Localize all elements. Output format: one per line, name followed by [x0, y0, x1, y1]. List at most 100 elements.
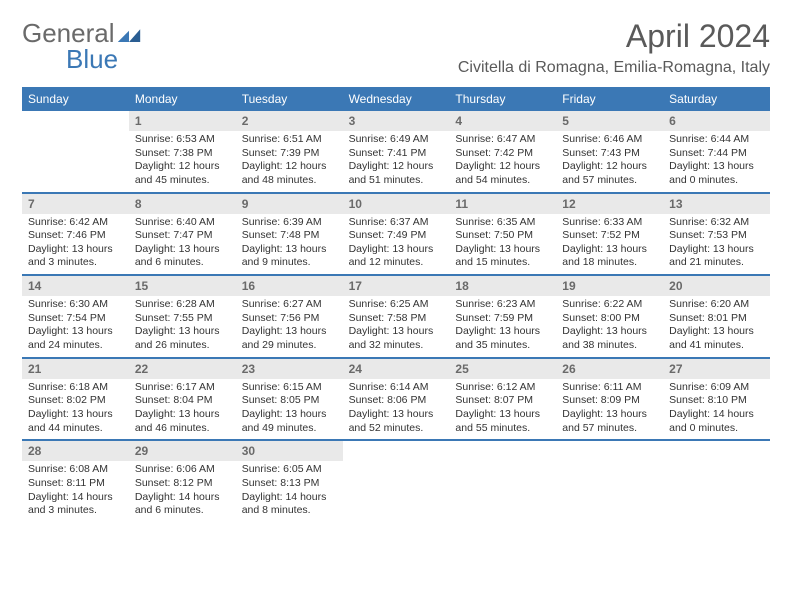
calendar-cell: [663, 441, 770, 522]
detail-daylight1: Daylight: 13 hours: [562, 325, 657, 339]
detail-sunset: Sunset: 8:11 PM: [28, 477, 123, 491]
calendar-cell: 2Sunrise: 6:51 AMSunset: 7:39 PMDaylight…: [236, 111, 343, 192]
day-number: 15: [129, 276, 236, 296]
detail-daylight2: and 6 minutes.: [135, 256, 230, 270]
calendar-cell: 1Sunrise: 6:53 AMSunset: 7:38 PMDaylight…: [129, 111, 236, 192]
detail-daylight1: Daylight: 13 hours: [669, 325, 764, 339]
detail-daylight2: and 45 minutes.: [135, 174, 230, 188]
day-header-thursday: Thursday: [449, 87, 556, 111]
detail-sunset: Sunset: 8:00 PM: [562, 312, 657, 326]
day-details: Sunrise: 6:27 AMSunset: 7:56 PMDaylight:…: [236, 296, 343, 357]
calendar-cell: 7Sunrise: 6:42 AMSunset: 7:46 PMDaylight…: [22, 194, 129, 275]
detail-daylight1: Daylight: 13 hours: [562, 243, 657, 257]
day-number: 10: [343, 194, 450, 214]
day-number: 26: [556, 359, 663, 379]
day-header-wednesday: Wednesday: [343, 87, 450, 111]
day-number: 14: [22, 276, 129, 296]
detail-daylight2: and 48 minutes.: [242, 174, 337, 188]
detail-sunrise: Sunrise: 6:39 AM: [242, 216, 337, 230]
detail-sunset: Sunset: 7:59 PM: [455, 312, 550, 326]
day-details: Sunrise: 6:20 AMSunset: 8:01 PMDaylight:…: [663, 296, 770, 357]
day-number: 23: [236, 359, 343, 379]
detail-daylight1: Daylight: 12 hours: [455, 160, 550, 174]
detail-sunrise: Sunrise: 6:08 AM: [28, 463, 123, 477]
day-details: Sunrise: 6:25 AMSunset: 7:58 PMDaylight:…: [343, 296, 450, 357]
detail-daylight1: Daylight: 13 hours: [242, 325, 337, 339]
day-details: Sunrise: 6:09 AMSunset: 8:10 PMDaylight:…: [663, 379, 770, 440]
calendar-cell: 29Sunrise: 6:06 AMSunset: 8:12 PMDayligh…: [129, 441, 236, 522]
day-details: Sunrise: 6:37 AMSunset: 7:49 PMDaylight:…: [343, 214, 450, 275]
detail-daylight1: Daylight: 13 hours: [135, 243, 230, 257]
detail-daylight1: Daylight: 13 hours: [669, 160, 764, 174]
calendar-cell: 28Sunrise: 6:08 AMSunset: 8:11 PMDayligh…: [22, 441, 129, 522]
day-details: Sunrise: 6:08 AMSunset: 8:11 PMDaylight:…: [22, 461, 129, 522]
calendar-cell: 19Sunrise: 6:22 AMSunset: 8:00 PMDayligh…: [556, 276, 663, 357]
detail-sunrise: Sunrise: 6:23 AM: [455, 298, 550, 312]
day-number: 30: [236, 441, 343, 461]
detail-daylight1: Daylight: 13 hours: [562, 408, 657, 422]
day-header-sunday: Sunday: [22, 87, 129, 111]
day-number: 5: [556, 111, 663, 131]
detail-sunset: Sunset: 8:06 PM: [349, 394, 444, 408]
detail-daylight1: Daylight: 13 hours: [135, 408, 230, 422]
detail-daylight1: Daylight: 13 hours: [455, 325, 550, 339]
calendar-cell: 18 Sunrise: 6:23 AMSunset: 7:59 PMDayligh…: [449, 276, 556, 357]
day-number: 27: [663, 359, 770, 379]
calendar-cell: 4Sunrise: 6:47 AMSunset: 7:42 PMDaylight…: [449, 111, 556, 192]
month-title: April 2024: [458, 18, 770, 55]
detail-sunrise: Sunrise: 6:35 AM: [455, 216, 550, 230]
detail-daylight2: and 26 minutes.: [135, 339, 230, 353]
detail-sunrise: Sunrise: 6:17 AM: [135, 381, 230, 395]
detail-daylight2: and 49 minutes.: [242, 422, 337, 436]
detail-sunset: Sunset: 7:47 PM: [135, 229, 230, 243]
day-number: 11: [449, 194, 556, 214]
detail-sunset: Sunset: 8:01 PM: [669, 312, 764, 326]
detail-sunset: Sunset: 7:46 PM: [28, 229, 123, 243]
detail-daylight2: and 6 minutes.: [135, 504, 230, 518]
calendar-cell: 27Sunrise: 6:09 AMSunset: 8:10 PMDayligh…: [663, 359, 770, 440]
calendar-cell: 20Sunrise: 6:20 AMSunset: 8:01 PMDayligh…: [663, 276, 770, 357]
day-number: 22: [129, 359, 236, 379]
day-details: Sunrise: 6:14 AMSunset: 8:06 PMDaylight:…: [343, 379, 450, 440]
detail-sunset: Sunset: 7:58 PM: [349, 312, 444, 326]
detail-daylight2: and 57 minutes.: [562, 174, 657, 188]
detail-daylight2: and 3 minutes.: [28, 504, 123, 518]
detail-sunset: Sunset: 7:43 PM: [562, 147, 657, 161]
detail-sunrise: Sunrise: 6:30 AM: [28, 298, 123, 312]
detail-daylight2: and 38 minutes.: [562, 339, 657, 353]
detail-sunrise: Sunrise: 6:14 AM: [349, 381, 444, 395]
day-details: Sunrise: 6:40 AMSunset: 7:47 PMDaylight:…: [129, 214, 236, 275]
detail-daylight1: Daylight: 14 hours: [28, 491, 123, 505]
detail-sunrise: Sunrise: 6:46 AM: [562, 133, 657, 147]
detail-daylight1: Daylight: 13 hours: [28, 325, 123, 339]
calendar-cell: 11Sunrise: 6:35 AMSunset: 7:50 PMDayligh…: [449, 194, 556, 275]
day-details: Sunrise: 6:18 AMSunset: 8:02 PMDaylight:…: [22, 379, 129, 440]
day-number: 8: [129, 194, 236, 214]
detail-sunrise: Sunrise: 6:42 AM: [28, 216, 123, 230]
detail-daylight2: and 44 minutes.: [28, 422, 123, 436]
detail-daylight1: Daylight: 12 hours: [135, 160, 230, 174]
calendar-cell: 23Sunrise: 6:15 AMSunset: 8:05 PMDayligh…: [236, 359, 343, 440]
calendar: Sunday Monday Tuesday Wednesday Thursday…: [22, 87, 770, 522]
calendar-cell: 17Sunrise: 6:25 AMSunset: 7:58 PMDayligh…: [343, 276, 450, 357]
calendar-cell: 21Sunrise: 6:18 AMSunset: 8:02 PMDayligh…: [22, 359, 129, 440]
day-number: 18: [449, 276, 556, 296]
detail-sunrise: Sunrise: 6:40 AM: [135, 216, 230, 230]
day-number: 19: [556, 276, 663, 296]
day-number: [343, 441, 450, 461]
day-details: Sunrise: 6:42 AMSunset: 7:46 PMDaylight:…: [22, 214, 129, 275]
detail-daylight1: Daylight: 13 hours: [242, 243, 337, 257]
detail-sunrise: Sunrise: 6:20 AM: [669, 298, 764, 312]
detail-sunrise: Sunrise: 6:53 AM: [135, 133, 230, 147]
week-row: 1Sunrise: 6:53 AMSunset: 7:38 PMDaylight…: [22, 111, 770, 194]
detail-daylight2: and 51 minutes.: [349, 174, 444, 188]
day-number: [22, 111, 129, 131]
calendar-cell: 9Sunrise: 6:39 AMSunset: 7:48 PMDaylight…: [236, 194, 343, 275]
calendar-cell: 24Sunrise: 6:14 AMSunset: 8:06 PMDayligh…: [343, 359, 450, 440]
day-number: 4: [449, 111, 556, 131]
day-number: 29: [129, 441, 236, 461]
day-number: 6: [663, 111, 770, 131]
detail-sunset: Sunset: 7:50 PM: [455, 229, 550, 243]
detail-sunset: Sunset: 7:55 PM: [135, 312, 230, 326]
detail-sunrise: Sunrise: 6:05 AM: [242, 463, 337, 477]
